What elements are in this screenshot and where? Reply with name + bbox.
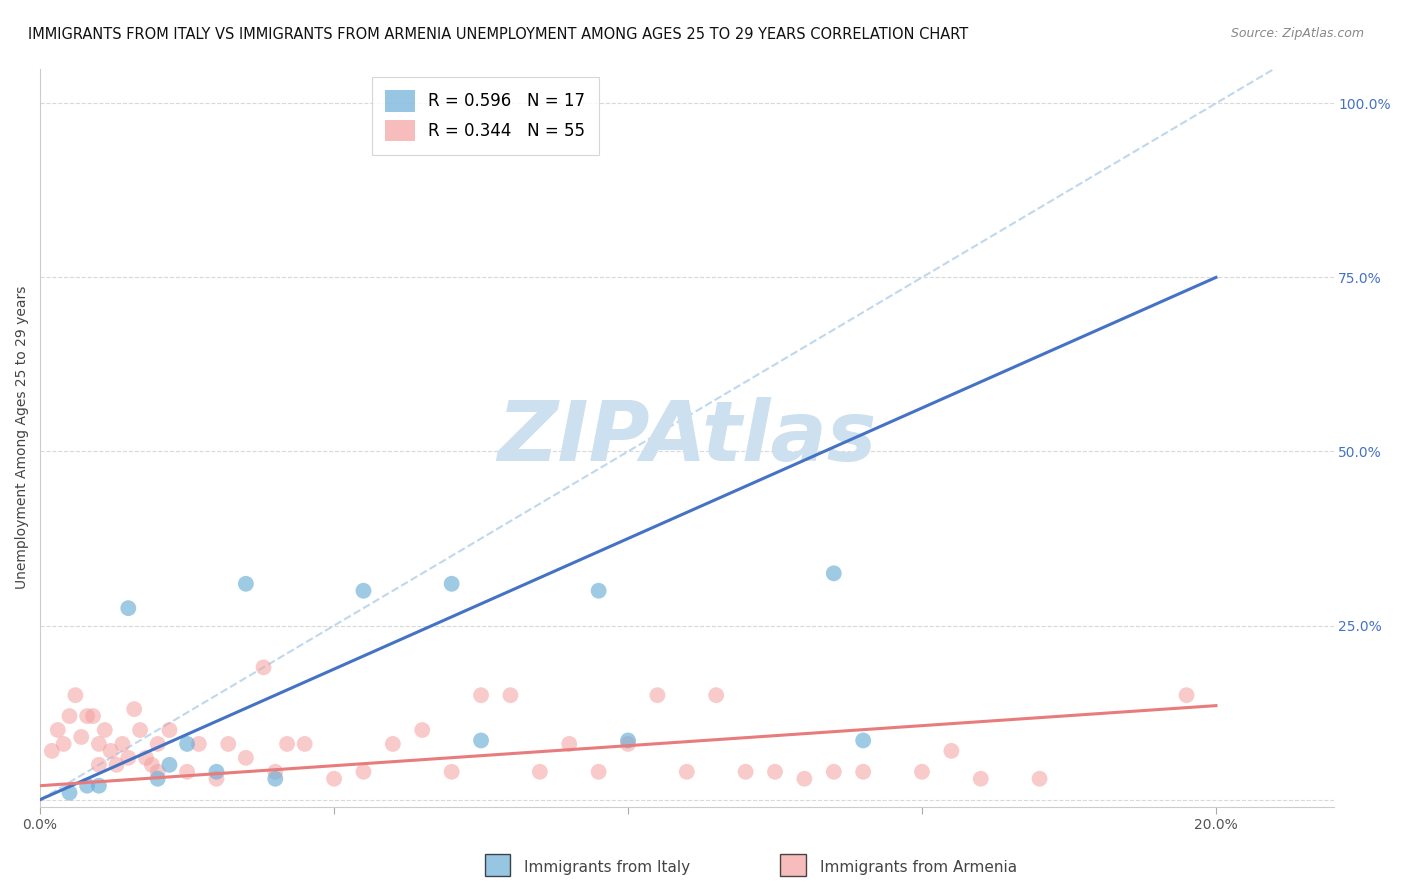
Text: ZIPAtlas: ZIPAtlas [498, 397, 876, 478]
Point [82, 709, 104, 723]
Point [146, 772, 169, 786]
Point [323, 772, 346, 786]
Point [1175, 688, 1198, 702]
Point [87, 757, 110, 772]
Point [87, 737, 110, 751]
Point [470, 733, 492, 747]
Point [353, 583, 375, 598]
Point [823, 566, 845, 581]
Point [58, 709, 80, 723]
Point [588, 583, 610, 598]
Point [440, 576, 463, 591]
Point [205, 772, 228, 786]
Point [470, 688, 492, 702]
Point [141, 757, 163, 772]
Point [499, 688, 522, 702]
Point [793, 772, 815, 786]
Text: Source: ZipAtlas.com: Source: ZipAtlas.com [1230, 27, 1364, 40]
Point [704, 688, 727, 702]
Point [146, 764, 169, 779]
Text: IMMIGRANTS FROM ITALY VS IMMIGRANTS FROM ARMENIA UNEMPLOYMENT AMONG AGES 25 TO 2: IMMIGRANTS FROM ITALY VS IMMIGRANTS FROM… [28, 27, 969, 42]
Point [46, 723, 69, 737]
Point [94, 723, 117, 737]
Point [100, 744, 122, 758]
Point [176, 737, 198, 751]
Point [52, 737, 75, 751]
Point [235, 576, 257, 591]
Point [159, 757, 181, 772]
Point [675, 764, 697, 779]
Point [70, 730, 93, 744]
Point [76, 709, 98, 723]
Point [176, 764, 198, 779]
Point [763, 764, 786, 779]
Point [852, 764, 875, 779]
Point [852, 733, 875, 747]
Point [617, 733, 640, 747]
Point [558, 737, 581, 751]
Point [117, 751, 139, 765]
Point [617, 737, 640, 751]
Point [588, 764, 610, 779]
Point [122, 702, 145, 716]
Point [970, 772, 993, 786]
Point [105, 757, 128, 772]
Point [264, 772, 287, 786]
Point [734, 764, 756, 779]
Point [411, 723, 433, 737]
Point [205, 764, 228, 779]
Point [135, 751, 157, 765]
Point [58, 786, 80, 800]
Point [41, 744, 63, 758]
Point [264, 764, 287, 779]
Point [941, 744, 963, 758]
Point [381, 737, 404, 751]
Point [159, 723, 181, 737]
Text: Immigrants from Armenia: Immigrants from Armenia [820, 860, 1017, 874]
Y-axis label: Unemployment Among Ages 25 to 29 years: Unemployment Among Ages 25 to 29 years [15, 285, 30, 590]
Point [647, 688, 669, 702]
Point [117, 601, 139, 615]
Point [187, 737, 209, 751]
Point [252, 660, 274, 674]
Point [76, 779, 98, 793]
Point [129, 723, 152, 737]
Point [529, 764, 551, 779]
Point [65, 688, 87, 702]
Point [87, 779, 110, 793]
Legend: R = 0.596   N = 17, R = 0.344   N = 55: R = 0.596 N = 17, R = 0.344 N = 55 [371, 77, 599, 154]
Point [146, 737, 169, 751]
Point [111, 737, 134, 751]
Point [294, 737, 316, 751]
Point [823, 764, 845, 779]
Point [440, 764, 463, 779]
Point [217, 737, 239, 751]
Point [353, 764, 375, 779]
Point [235, 751, 257, 765]
Point [1028, 772, 1050, 786]
Text: Immigrants from Italy: Immigrants from Italy [524, 860, 690, 874]
Point [911, 764, 934, 779]
Point [276, 737, 298, 751]
